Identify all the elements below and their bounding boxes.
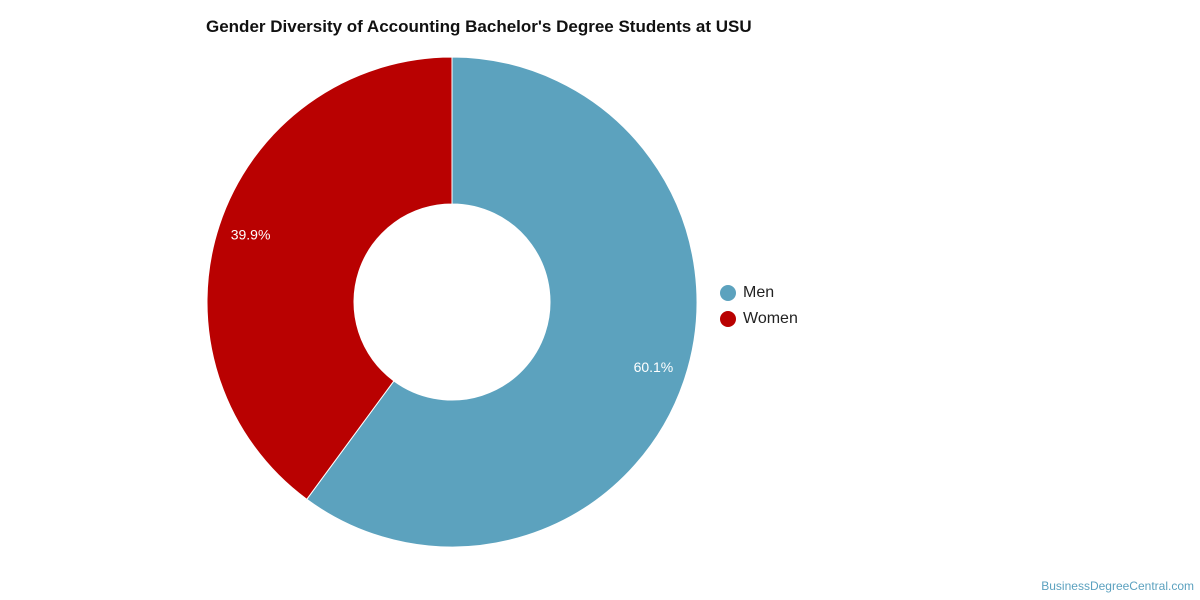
legend-item-women[interactable]: Women <box>720 306 798 332</box>
slice-women[interactable] <box>206 56 453 500</box>
legend-item-men[interactable]: Men <box>720 280 798 306</box>
chart-title: Gender Diversity of Accounting Bachelor'… <box>206 17 752 36</box>
legend-label-women: Women <box>743 310 798 327</box>
slice-label-men: 60.1% <box>634 359 674 375</box>
legend-swatch-women <box>720 311 736 327</box>
slice-men[interactable] <box>306 56 698 548</box>
legend-label-men: Men <box>743 284 775 301</box>
legend-swatch-men <box>720 285 736 301</box>
slice-label-women: 39.9% <box>231 227 271 243</box>
source-credit[interactable]: BusinessDegreeCentral.com <box>1041 579 1194 593</box>
legend: Men Women <box>720 280 798 332</box>
